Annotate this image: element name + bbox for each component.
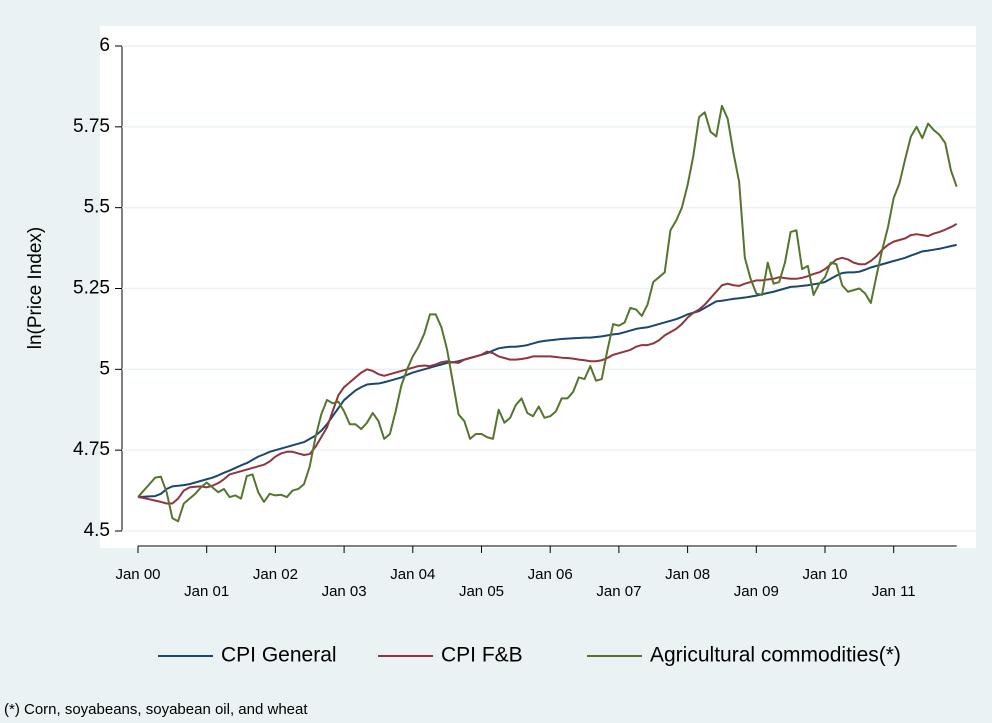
x-tick-label: Jan 09 (734, 583, 779, 600)
plot-area (100, 26, 976, 548)
series-line (137, 104, 958, 523)
y-tick-label: 6 (99, 35, 110, 56)
x-tick-label: Jan 01 (184, 583, 229, 600)
y-tick-label: 4.75 (73, 439, 110, 460)
footnote: (*) Corn, soyabeans, soyabean oil, and w… (4, 701, 308, 718)
y-tick-label: 5.25 (73, 278, 110, 299)
x-tick-label: Jan 07 (596, 583, 641, 600)
series-line (137, 222, 958, 505)
y-tick-label: 5 (99, 358, 110, 379)
x-tick-label: Jan 08 (665, 566, 710, 583)
y-tick-label: 4.5 (84, 520, 110, 541)
x-tick-label: Jan 02 (253, 566, 298, 583)
legend-label: CPI General (221, 644, 337, 667)
y-axis-label: ln(Price Index) (25, 227, 46, 350)
x-tick-label: Jan 00 (115, 566, 160, 583)
x-tick-label: Jan 11 (872, 583, 916, 600)
legend-label: CPI F&B (441, 644, 523, 667)
x-tick-label: Jan 04 (390, 566, 435, 583)
y-tick-label: 5.75 (73, 116, 110, 137)
legend-label: Agricultural commodities(*) (650, 644, 901, 667)
x-tick-label: Jan 10 (802, 566, 847, 583)
x-tick-label: Jan 05 (459, 583, 504, 600)
x-tick-label: Jan 03 (322, 583, 367, 600)
x-tick-label: Jan 06 (528, 566, 573, 583)
y-tick-label: 5.5 (84, 197, 110, 218)
